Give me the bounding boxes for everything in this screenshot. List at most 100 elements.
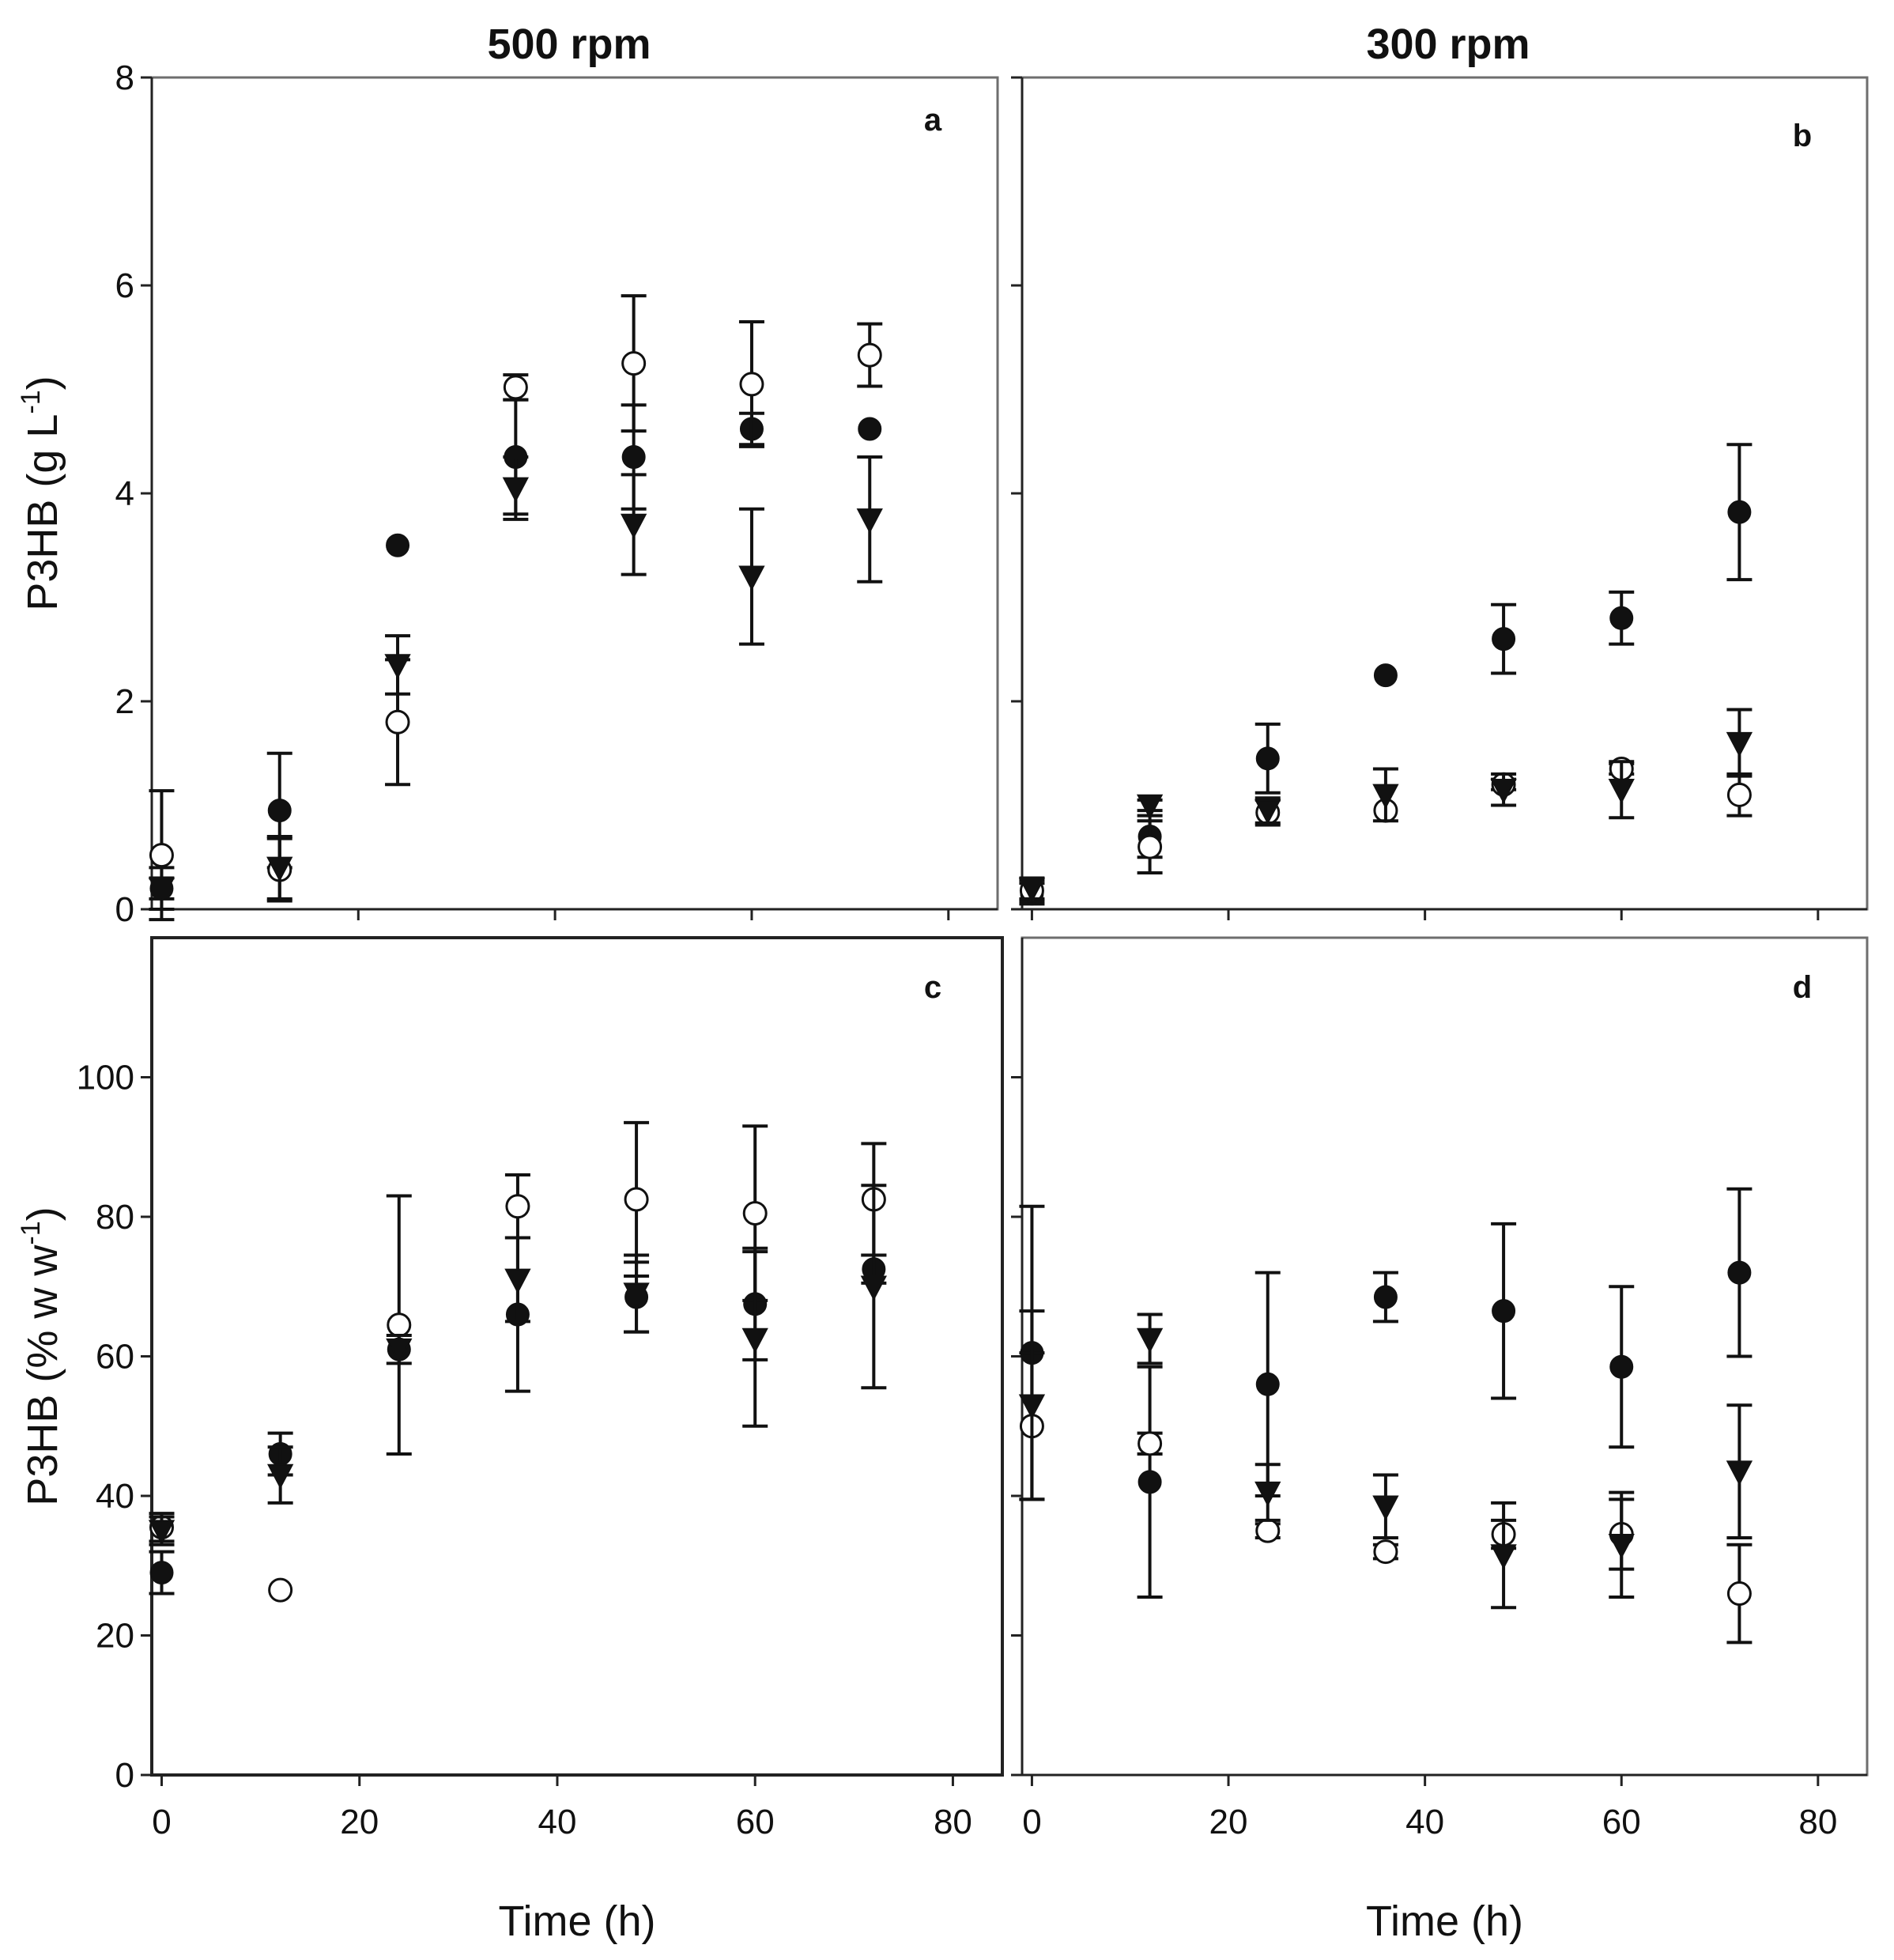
data-point-open-circle <box>624 1187 649 1212</box>
data-point-filled-triangle-down <box>1372 1495 1399 1521</box>
data-point-filled-triangle-down <box>1018 877 1046 903</box>
data-point-filled-triangle-down <box>620 513 647 539</box>
panel-c: 0 20 40 60 80 100 0 20 40 60 80 c P3HB (% w w-1) Time… <box>16 936 1004 1945</box>
data-point-filled-triangle-down <box>1608 1534 1635 1559</box>
x-tick-label: 20 <box>1209 1803 1248 1841</box>
data-point-filled-circle <box>1609 606 1634 630</box>
data-point-filled-triangle-down <box>1372 784 1399 810</box>
data-point-filled-circle <box>1492 1299 1516 1324</box>
series-open-circle <box>149 1120 887 1603</box>
data-point-open-circle <box>1255 1518 1281 1543</box>
data-point-filled-circle <box>267 799 292 823</box>
x-axis-title: Time (h) <box>499 1898 656 1945</box>
series-filled-triangle-down <box>1018 708 1753 903</box>
panel-d: 0 20 40 60 80 d Time (h) <box>1011 936 1869 1945</box>
data-point-filled-circle <box>621 444 646 469</box>
x-tick-label: 60 <box>736 1803 775 1841</box>
data-point-filled-circle <box>1492 627 1516 651</box>
data-point-filled-circle <box>149 1561 174 1585</box>
data-point-filled-triangle-down <box>1726 1460 1753 1486</box>
x-tick-label: 80 <box>934 1803 972 1841</box>
data-point-filled-triangle-down <box>1608 779 1635 804</box>
data-point-filled-triangle-down <box>1254 1481 1281 1507</box>
data-point-filled-triangle-down <box>1490 779 1517 804</box>
series-open-circle <box>149 294 883 922</box>
y-tick-label: 40 <box>96 1477 134 1516</box>
data-point-filled-triangle-down <box>738 565 765 591</box>
data-point-filled-triangle-down <box>1726 731 1753 757</box>
data-point-filled-triangle-down <box>266 1463 294 1490</box>
data-point-filled-triangle-down <box>266 856 293 882</box>
data-point-filled-circle <box>1138 1470 1162 1494</box>
panel-a: 0 2 4 6 8 a P3HB (g L-1) <box>16 59 999 929</box>
data-point-filled-triangle-down <box>384 654 411 679</box>
data-point-open-circle <box>742 1201 768 1226</box>
data-point-open-circle <box>503 375 528 400</box>
panel-letter: b <box>1793 119 1812 153</box>
data-point-filled-circle <box>1373 663 1398 688</box>
y-tick-label: 20 <box>96 1617 134 1656</box>
data-point-open-circle <box>1726 1581 1752 1607</box>
y-tick-label: 0 <box>115 890 134 929</box>
x-axis-title: Time (h) <box>1366 1898 1523 1945</box>
data-point-open-circle <box>268 1577 293 1603</box>
data-point-filled-circle <box>1255 1372 1280 1396</box>
data-point-open-circle <box>621 351 647 376</box>
data-point-filled-triangle-down <box>1490 1544 1517 1569</box>
data-point-open-circle <box>739 372 764 397</box>
y-tick-label: 8 <box>115 59 134 97</box>
data-point-filled-triangle-down <box>1136 1327 1164 1354</box>
data-point-filled-circle <box>1373 1285 1398 1309</box>
data-point-filled-circle <box>386 533 410 557</box>
data-point-filled-triangle-down <box>504 1268 531 1294</box>
x-tick-label: 40 <box>1405 1803 1444 1841</box>
series-filled-triangle-down <box>1018 1309 1753 1610</box>
y-tick-label: 60 <box>96 1338 134 1377</box>
series-filled-triangle-down <box>148 1184 888 1546</box>
data-point-filled-triangle-down <box>856 508 883 534</box>
panel-b: b <box>1011 76 1869 920</box>
y-axis-title: P3HB (g L-1) <box>16 376 66 610</box>
y-tick-label: 2 <box>115 682 134 721</box>
data-point-filled-triangle-down <box>860 1275 888 1301</box>
data-point-filled-triangle-down <box>148 877 175 903</box>
data-point-filled-triangle-down <box>148 1520 175 1546</box>
series-filled-circle <box>1019 443 1753 906</box>
data-point-open-circle <box>387 1312 412 1338</box>
data-point-open-circle <box>149 843 174 868</box>
data-point-open-circle <box>1138 1431 1163 1456</box>
data-point-filled-triangle-down <box>502 477 530 503</box>
y-axis-title: P3HB (% w w-1) <box>16 1207 66 1505</box>
data-point-filled-triangle-down <box>1254 799 1281 825</box>
data-point-open-circle <box>857 342 882 368</box>
data-point-filled-circle <box>1727 1260 1752 1285</box>
x-tick-label: 80 <box>1798 1803 1837 1841</box>
y-tick-label: 100 <box>77 1059 134 1097</box>
data-point-open-circle <box>1138 834 1163 859</box>
panel-letter: d <box>1793 970 1812 1005</box>
x-tick-label: 0 <box>1022 1803 1041 1841</box>
x-tick-label: 20 <box>340 1803 379 1841</box>
panels: 0 2 4 6 8 a P3HB (g L-1) b 0 20 40 60 80 100 0 20 40 60 80… <box>16 59 1869 1945</box>
y-tick-label: 80 <box>96 1198 134 1237</box>
y-tick-label: 6 <box>115 266 134 305</box>
panel-letter: a <box>924 103 942 138</box>
data-point-filled-triangle-down <box>386 1338 413 1364</box>
data-point-filled-circle <box>1609 1354 1634 1379</box>
data-point-filled-triangle-down <box>741 1327 768 1354</box>
data-point-filled-circle <box>858 417 882 441</box>
data-point-open-circle <box>385 709 410 735</box>
data-point-open-circle <box>1726 782 1752 807</box>
data-point-filled-triangle-down <box>1018 1394 1046 1420</box>
x-tick-label: 0 <box>152 1803 171 1841</box>
x-tick-label: 60 <box>1602 1803 1641 1841</box>
panel-letter: c <box>924 970 941 1005</box>
y-tick-label: 0 <box>115 1756 134 1795</box>
data-point-filled-triangle-down <box>623 1282 650 1308</box>
data-point-filled-triangle-down <box>1136 794 1164 820</box>
column-title-300-rpm: 300 rpm <box>1366 21 1530 68</box>
x-tick-label: 40 <box>538 1803 577 1841</box>
data-point-filled-circle <box>1255 746 1280 771</box>
data-point-open-circle <box>505 1194 530 1219</box>
